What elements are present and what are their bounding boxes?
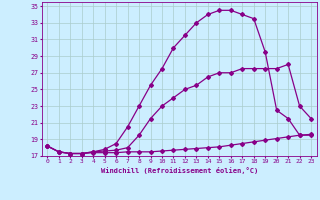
X-axis label: Windchill (Refroidissement éolien,°C): Windchill (Refroidissement éolien,°C) xyxy=(100,167,258,174)
